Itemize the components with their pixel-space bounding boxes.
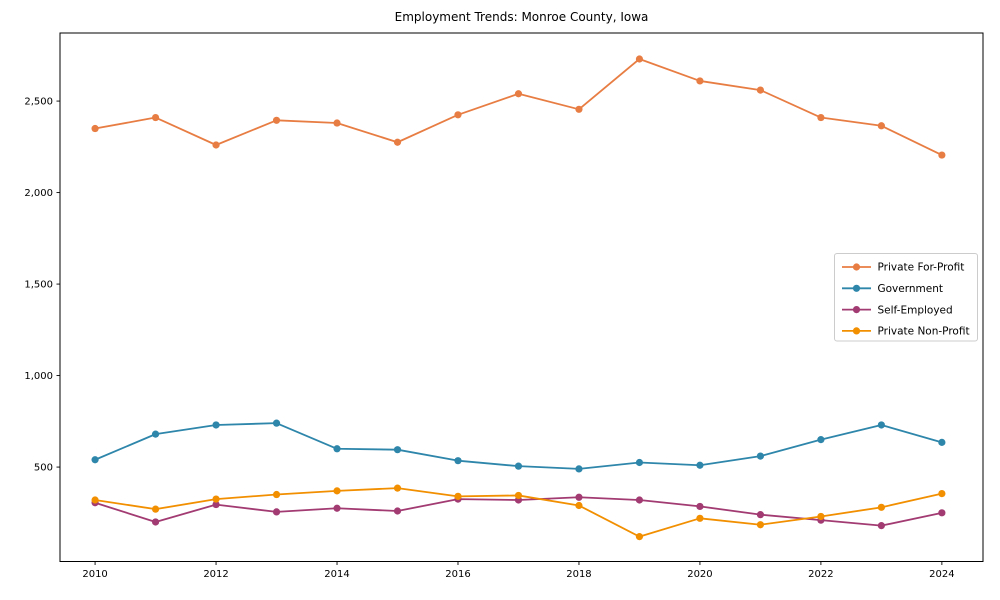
data-point-private-non-profit-2021 xyxy=(756,521,765,529)
plot-layer: 2010 2012 2014 2016 2018 2020 2022 2024 500 1,000… xyxy=(24,32,984,580)
data-point-self-employed-2023 xyxy=(877,522,885,530)
data-point-private-for-profit-2017 xyxy=(514,90,523,98)
data-point-government-2016 xyxy=(454,457,462,465)
data-point-private-for-profit-2014 xyxy=(333,119,341,127)
legend-marker-icon xyxy=(852,284,861,292)
data-point-private-for-profit-2019 xyxy=(635,55,644,63)
data-point-government-2020 xyxy=(696,461,704,469)
data-point-private-non-profit-2022 xyxy=(817,512,825,521)
data-point-self-employed-2012 xyxy=(212,500,220,509)
data-point-self-employed-2020 xyxy=(696,502,704,511)
data-point-government-2011 xyxy=(151,430,160,438)
series-government xyxy=(91,419,946,473)
data-point-government-2015 xyxy=(393,446,402,454)
data-point-private-for-profit-2018 xyxy=(575,105,583,113)
x-tick-label: 2020 xyxy=(687,569,712,580)
data-point-government-2022 xyxy=(817,436,825,444)
series-private-for-profit xyxy=(91,55,946,159)
data-point-government-2014 xyxy=(333,445,341,453)
y-tick-label: 1,000 xyxy=(24,371,53,382)
data-point-private-for-profit-2016 xyxy=(454,111,462,119)
data-point-private-non-profit-2014 xyxy=(333,487,341,495)
x-tick-label: 2018 xyxy=(566,569,591,580)
legend-box xyxy=(834,253,978,342)
data-point-private-for-profit-2012 xyxy=(212,141,220,149)
data-point-government-2017 xyxy=(514,462,523,470)
data-point-self-employed-2024 xyxy=(938,509,946,517)
data-point-private-non-profit-2017 xyxy=(514,491,523,500)
data-point-private-non-profit-2023 xyxy=(877,503,885,511)
plot-area-border xyxy=(59,32,984,562)
series-line-government xyxy=(94,422,943,470)
data-point-private-non-profit-2018 xyxy=(575,501,583,510)
data-point-private-for-profit-2020 xyxy=(696,77,704,85)
series-line-private-for-profit xyxy=(94,58,943,156)
legend-item-self-employed: Self-Employed xyxy=(842,304,953,316)
data-point-self-employed-2013 xyxy=(272,508,281,516)
y-tick-label: 500 xyxy=(34,463,53,474)
y-tick-label: 2,500 xyxy=(24,97,53,108)
legend-item-government: Government xyxy=(842,283,943,295)
data-point-government-2019 xyxy=(635,458,644,467)
data-point-government-2013 xyxy=(272,419,281,427)
legend-label: Private For-Profit xyxy=(878,262,965,274)
data-point-private-non-profit-2010 xyxy=(91,496,99,504)
data-point-private-non-profit-2020 xyxy=(696,514,704,522)
data-point-private-non-profit-2019 xyxy=(635,533,644,541)
series-self-employed xyxy=(91,493,946,530)
data-point-self-employed-2021 xyxy=(756,511,765,519)
legend: Private For-Profit Government Self-Employe… xyxy=(834,253,978,342)
legend-item-private-for-profit: Private For-Profit xyxy=(842,262,964,274)
data-point-self-employed-2018 xyxy=(575,493,583,501)
legend-label: Private Non-Profit xyxy=(878,326,970,338)
data-point-private-for-profit-2023 xyxy=(877,122,885,130)
data-point-private-non-profit-2013 xyxy=(272,490,281,499)
x-tick-label: 2010 xyxy=(82,569,107,580)
legend-label: Government xyxy=(878,283,943,295)
data-point-government-2012 xyxy=(212,421,220,429)
legend-marker-icon xyxy=(852,327,861,335)
data-point-private-for-profit-2010 xyxy=(91,124,99,133)
data-point-private-for-profit-2022 xyxy=(817,113,825,122)
data-point-government-2023 xyxy=(877,421,885,429)
data-point-self-employed-2019 xyxy=(635,496,644,504)
data-point-self-employed-2015 xyxy=(393,507,402,515)
x-tick-label: 2016 xyxy=(445,569,470,580)
chart-title: Employment Trends: Monroe County, Iowa xyxy=(395,10,649,24)
data-point-private-non-profit-2016 xyxy=(454,492,462,500)
y-tick-label: 1,500 xyxy=(24,280,53,291)
legend-item-private-non-profit: Private Non-Profit xyxy=(842,326,970,338)
data-point-private-non-profit-2012 xyxy=(212,495,220,503)
data-point-self-employed-2014 xyxy=(333,504,341,512)
data-point-self-employed-2011 xyxy=(151,518,160,526)
data-point-private-for-profit-2024 xyxy=(938,151,946,159)
data-point-private-for-profit-2021 xyxy=(756,86,765,94)
data-point-government-2018 xyxy=(575,465,583,473)
x-tick-label: 2014 xyxy=(324,569,349,580)
data-point-government-2021 xyxy=(756,452,765,460)
legend-marker-icon xyxy=(852,263,861,271)
data-point-private-for-profit-2011 xyxy=(151,113,160,122)
y-tick-label: 2,000 xyxy=(24,188,53,199)
series-private-non-profit xyxy=(91,484,946,541)
data-point-private-non-profit-2011 xyxy=(151,505,160,513)
x-tick-label: 2022 xyxy=(808,569,833,580)
data-point-private-for-profit-2013 xyxy=(272,116,281,124)
data-point-private-non-profit-2015 xyxy=(393,484,402,492)
legend-label: Self-Employed xyxy=(878,304,953,316)
x-tick-label: 2012 xyxy=(203,569,228,580)
x-tick-label: 2024 xyxy=(929,569,954,580)
data-point-private-for-profit-2015 xyxy=(393,138,402,146)
data-point-private-non-profit-2024 xyxy=(938,490,946,498)
data-point-government-2024 xyxy=(938,438,946,446)
legend-marker-icon xyxy=(852,306,861,314)
data-point-government-2010 xyxy=(91,456,99,464)
